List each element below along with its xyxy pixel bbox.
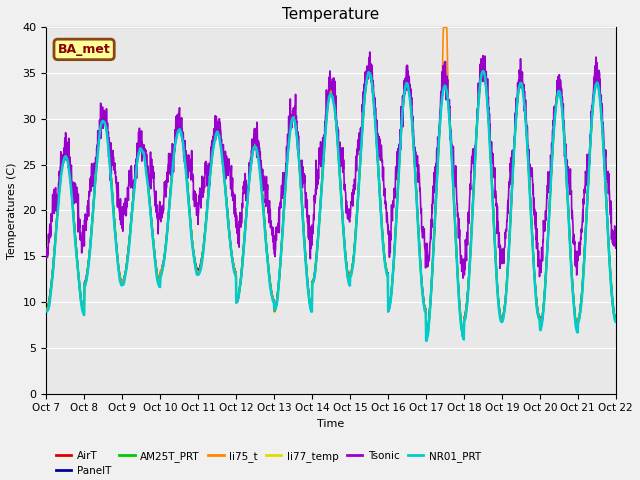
Text: BA_met: BA_met — [58, 43, 111, 56]
Y-axis label: Temperatures (C): Temperatures (C) — [7, 162, 17, 259]
X-axis label: Time: Time — [317, 419, 345, 429]
Title: Temperature: Temperature — [282, 7, 380, 22]
Legend: AirT, PanelT, AM25T_PRT, li75_t, li77_temp, Tsonic, NR01_PRT: AirT, PanelT, AM25T_PRT, li75_t, li77_te… — [52, 446, 485, 480]
